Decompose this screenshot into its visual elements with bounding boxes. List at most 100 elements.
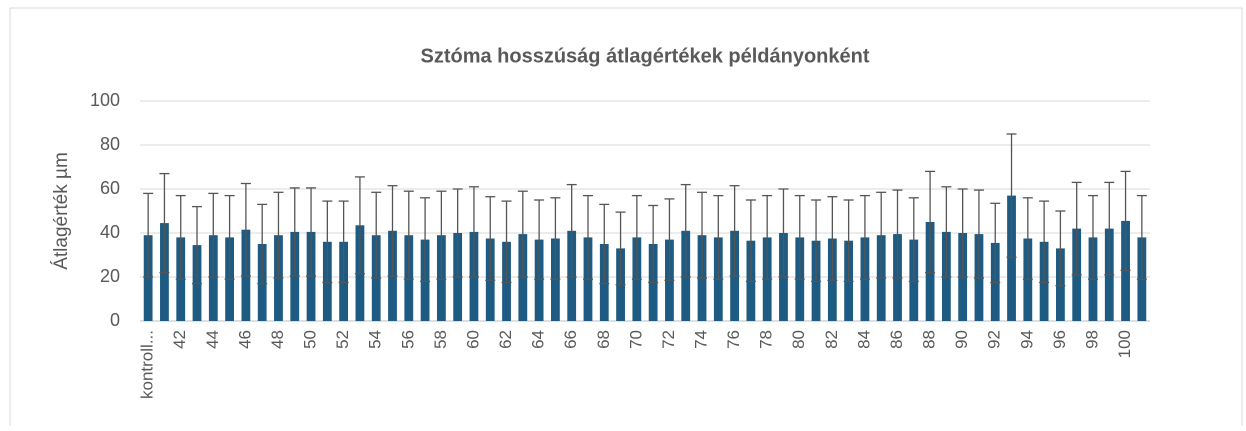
error-bar [794,194,805,280]
error-bar [729,185,740,277]
error-bar [615,211,626,286]
y-tick-label: 80 [100,134,120,154]
error-bar [664,198,675,281]
error-bar [468,186,479,278]
error-bar [811,199,822,283]
error-bar [990,202,1001,284]
x-tick-label: 74 [692,330,711,349]
x-tick-label: 90 [952,330,971,349]
error-bar [452,188,463,278]
x-tick-label: 78 [757,330,776,349]
error-bar [436,190,447,280]
error-bar [550,197,561,280]
error-bar [941,186,952,278]
x-tick-label: 80 [789,330,808,349]
error-bar [273,191,284,279]
error-bar [306,187,317,277]
x-tick-label: 68 [594,330,613,349]
error-bar [697,191,708,279]
bar [208,235,218,321]
error-bar [208,192,219,278]
error-bar [631,194,642,280]
error-bar [354,176,365,275]
y-tick-label: 60 [100,178,120,198]
error-bar [192,205,203,285]
x-tick-label: 86 [887,330,906,349]
x-tick-label: 42 [170,330,189,349]
error-bar [1104,181,1115,276]
error-bar [908,197,919,283]
y-tick-label: 100 [90,90,120,110]
error-bar [1022,197,1033,280]
error-bar [257,203,268,285]
error-bar [420,197,431,283]
error-bar [289,187,300,277]
error-bar [973,189,984,279]
y-tick-label: 0 [110,310,120,330]
error-bar [403,190,414,280]
x-tick-label: 44 [203,330,222,349]
error-bar [240,182,251,277]
x-tick-label: 52 [333,330,352,349]
error-bar [648,204,659,284]
chart-title: Sztóma hosszúság átlagértékek példányonk… [420,45,869,67]
error-bar [517,190,528,278]
error-bar [1120,170,1131,272]
error-bar [143,192,154,278]
error-bar [224,194,235,280]
error-bar [762,194,773,280]
error-bar [387,185,398,277]
x-tick-label: 76 [724,330,743,349]
error-bar [599,203,610,285]
error-bar [957,188,968,278]
x-tick-label: kontroll... [138,330,157,399]
error-bar [175,194,186,280]
x-tick-label: 82 [822,330,841,349]
x-tick-label: 98 [1082,330,1101,349]
error-bar [876,191,887,279]
x-tick-label: 70 [626,330,645,349]
error-bar [582,194,593,280]
x-tick-label: 50 [301,330,320,349]
error-bar [322,200,333,284]
bar [143,235,153,321]
error-bar [1055,210,1066,287]
x-tick-label: 58 [431,330,450,349]
chart-border [9,7,1243,431]
error-bar [778,188,789,278]
x-tick-label: 48 [268,330,287,349]
x-tick-label: 56 [398,330,417,349]
error-bar [892,189,903,279]
error-bar [680,183,691,278]
x-tick-label: 96 [1050,330,1069,349]
error-bar [485,196,496,281]
x-tick-label: 60 [463,330,482,349]
x-tick-label: 94 [1017,330,1036,349]
error-bar [843,199,854,283]
y-tick-label: 40 [100,222,120,242]
error-bar [1006,133,1017,258]
error-bar [1087,194,1098,280]
x-tick-label: 72 [659,330,678,349]
x-tick-label: 46 [235,330,254,349]
y-axis-label: Átlagérték µm [51,152,72,270]
error-bar [1136,194,1147,280]
error-bar [925,170,936,274]
x-tick-label: 54 [366,330,385,349]
error-bar [713,194,724,280]
x-tick-label: 62 [496,330,515,349]
y-tick-label: 20 [100,266,120,286]
x-tick-label: 100 [1115,330,1134,358]
error-bar [159,172,170,274]
x-tick-label: 88 [920,330,939,349]
x-tick-label: 84 [854,330,873,349]
error-bar [859,194,870,280]
error-bar [745,199,756,283]
error-bar [566,183,577,278]
error-bar [534,199,545,280]
x-tick-label: 64 [529,330,548,349]
x-tick-label: 66 [561,330,580,349]
bar [534,239,544,321]
x-tick-label: 92 [985,330,1004,349]
